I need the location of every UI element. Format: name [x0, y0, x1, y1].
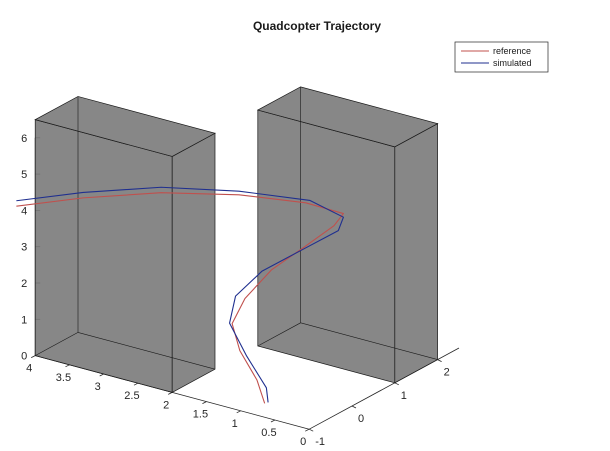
y-tick-label: 0 — [358, 413, 364, 425]
x-tick-mark — [133, 382, 139, 386]
obstacle-boxes — [34, 86, 439, 393]
y-tick-label: 1 — [401, 390, 407, 402]
series-line-reference — [16, 192, 344, 404]
obstacle-1 — [34, 96, 216, 393]
legend-label: simulated — [493, 58, 532, 68]
z-tick-label: 3 — [21, 242, 27, 254]
x-tick-mark — [31, 355, 36, 358]
x-tick-label: 0.5 — [261, 427, 276, 439]
x-tick-mark — [236, 410, 241, 414]
y-tick-mark — [309, 428, 314, 432]
z-tick-label: 0 — [21, 351, 27, 363]
obstacle-face-front — [257, 109, 396, 384]
y-tick-mark — [351, 405, 357, 409]
x-tick-mark — [202, 401, 207, 404]
obstacle-edge — [77, 332, 216, 370]
x-tick-label: 0 — [300, 436, 306, 448]
series-line-simulated — [16, 186, 344, 403]
x-tick-label: 1 — [232, 418, 238, 430]
z-tick-label: 4 — [21, 205, 27, 217]
x-tick-label: 1.5 — [193, 409, 208, 421]
y-tick-label: 2 — [444, 367, 450, 379]
x-tick-mark — [168, 392, 173, 395]
obstacle-edge — [300, 322, 438, 360]
y-tick-label: -1 — [315, 436, 325, 448]
x-tick-label: 2.5 — [124, 390, 139, 402]
z-tick-label: 5 — [21, 169, 27, 181]
trajectory-lines — [16, 186, 344, 404]
obstacle-2 — [256, 86, 439, 384]
obstacle-face-side — [394, 123, 438, 384]
obstacle-face-front — [34, 119, 173, 393]
legend-label: reference — [493, 46, 531, 56]
x-tick-label: 2 — [163, 399, 169, 411]
obstacle-face-side — [171, 132, 216, 393]
x-tick-mark — [270, 419, 276, 423]
y-tick-mark — [394, 382, 399, 386]
x-tick-label: 3.5 — [56, 372, 71, 384]
x-tick-label: 3 — [95, 381, 101, 393]
x-tick-mark — [305, 428, 310, 432]
x-tick-label: 4 — [26, 363, 32, 375]
z-tick-label: 2 — [21, 278, 27, 290]
x-tick-mark — [65, 364, 70, 368]
axes-3d: 4 3.5 3 2.5 2 1.5 1 0.5 0 -1 0 1 2 0 1 2 3 4 5 6 — [21, 133, 460, 448]
obstacle-edge — [35, 332, 79, 356]
z-tick-label: 1 — [21, 314, 27, 326]
legend-box — [454, 41, 549, 73]
chart-title: Quadcopter Trajectory — [253, 19, 381, 33]
legend: reference simulated — [454, 41, 549, 73]
z-tick-label: 6 — [21, 133, 27, 145]
obstacle-edge — [257, 322, 301, 347]
x-tick-mark — [99, 373, 104, 377]
y-tick-mark — [437, 359, 442, 362]
